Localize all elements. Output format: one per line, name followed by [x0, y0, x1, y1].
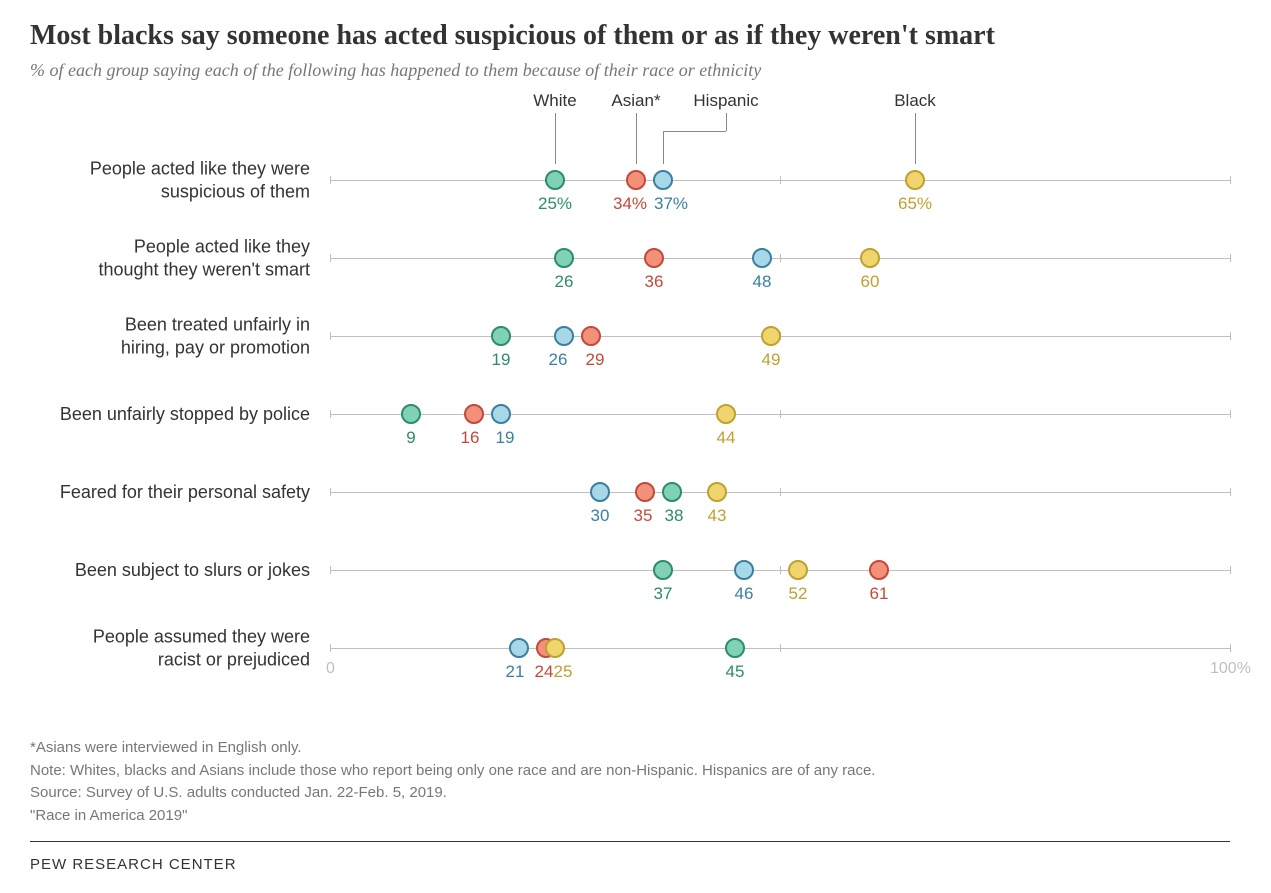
- dot-label-asian: 24: [535, 662, 554, 682]
- chart-row: Been subject to slurs or jokes 37 46 52 61: [30, 531, 1230, 609]
- dot-label-black: 52: [789, 584, 808, 604]
- dot-label-asian: 61: [870, 584, 889, 604]
- dot-white: [653, 560, 673, 580]
- dot-label-black: 44: [717, 428, 736, 448]
- axis-end-label: 100%: [1210, 660, 1251, 678]
- dot-label-white: 25%: [538, 194, 572, 214]
- dot-black: [707, 482, 727, 502]
- row-label: People assumed they wereracist or prejud…: [30, 626, 320, 671]
- dot-asian: [581, 326, 601, 346]
- chart-row: People acted like theythought they weren…: [30, 219, 1230, 297]
- dot-black: [860, 248, 880, 268]
- dot-label-hispanic: 48: [753, 272, 772, 292]
- legend-white: White: [533, 91, 576, 111]
- note-line: Source: Survey of U.S. adults conducted …: [30, 782, 1241, 805]
- dot-label-hispanic: 37%: [654, 194, 688, 214]
- dot-label-white: 9: [406, 428, 415, 448]
- chart-row: People assumed they wereracist or prejud…: [30, 609, 1230, 687]
- note-line: Note: Whites, blacks and Asians include …: [30, 760, 1241, 783]
- chart-row: Feared for their personal safety 30 35 38 43: [30, 453, 1230, 531]
- dot-hispanic: [590, 482, 610, 502]
- dot-asian: [626, 170, 646, 190]
- dot-hispanic: [653, 170, 673, 190]
- row-label: People acted like they weresuspicious of…: [30, 158, 320, 203]
- dot-hispanic: [752, 248, 772, 268]
- dot-label-asian: 16: [461, 428, 480, 448]
- dot-hispanic: [509, 638, 529, 658]
- dot-black: [545, 638, 565, 658]
- dot-label-white: 37: [654, 584, 673, 604]
- dot-hispanic: [554, 326, 574, 346]
- row-label: People acted like theythought they weren…: [30, 236, 320, 281]
- axis-start-label: 0: [326, 660, 335, 678]
- row-label: Been unfairly stopped by police: [30, 403, 320, 426]
- dot-black: [716, 404, 736, 424]
- dot-white: [725, 638, 745, 658]
- dot-white: [401, 404, 421, 424]
- note-line: "Race in America 2019": [30, 805, 1241, 828]
- dot-label-white: 19: [492, 350, 511, 370]
- dot-black: [905, 170, 925, 190]
- dot-label-asian: 36: [645, 272, 664, 292]
- dot-asian: [635, 482, 655, 502]
- dot-label-white: 38: [665, 506, 684, 526]
- dot-asian: [464, 404, 484, 424]
- dot-label-black: 25: [554, 662, 573, 682]
- chart-row: Been treated unfairly inhiring, pay or p…: [30, 297, 1230, 375]
- divider: [30, 841, 1230, 842]
- dot-white: [545, 170, 565, 190]
- legend-black: Black: [894, 91, 936, 111]
- chart-area: White Asian* Hispanic Black People acted lik…: [30, 91, 1230, 717]
- dot-label-asian: 29: [586, 350, 605, 370]
- chart-title: Most blacks say someone has acted suspic…: [30, 20, 1241, 52]
- dot-label-hispanic: 21: [506, 662, 525, 682]
- dot-label-black: 65%: [898, 194, 932, 214]
- dot-black: [761, 326, 781, 346]
- dot-label-black: 60: [861, 272, 880, 292]
- dot-label-hispanic: 30: [591, 506, 610, 526]
- legend-hispanic: Hispanic: [693, 91, 758, 111]
- chart-row: Been unfairly stopped by police 9 16 19 44: [30, 375, 1230, 453]
- dot-white: [662, 482, 682, 502]
- dot-label-black: 43: [708, 506, 727, 526]
- dot-hispanic: [734, 560, 754, 580]
- chart-subtitle: % of each group saying each of the follo…: [30, 60, 1241, 81]
- note-line: *Asians were interviewed in English only…: [30, 737, 1241, 760]
- row-label: Been treated unfairly inhiring, pay or p…: [30, 314, 320, 359]
- dot-label-hispanic: 26: [549, 350, 568, 370]
- dot-white: [491, 326, 511, 346]
- dot-label-asian: 35: [634, 506, 653, 526]
- row-label: Feared for their personal safety: [30, 481, 320, 504]
- row-label: Been subject to slurs or jokes: [30, 559, 320, 582]
- dot-asian: [869, 560, 889, 580]
- dot-label-asian: 34%: [613, 194, 647, 214]
- chart-row: People acted like they weresuspicious of…: [30, 141, 1230, 219]
- dot-label-white: 26: [555, 272, 574, 292]
- dot-label-white: 45: [726, 662, 745, 682]
- chart-notes: *Asians were interviewed in English only…: [30, 737, 1241, 827]
- dot-hispanic: [491, 404, 511, 424]
- footer-attribution: PEW RESEARCH CENTER: [30, 856, 1241, 873]
- dot-label-hispanic: 46: [735, 584, 754, 604]
- dot-black: [788, 560, 808, 580]
- dot-white: [554, 248, 574, 268]
- legend-asian: Asian*: [611, 91, 660, 111]
- dot-label-black: 49: [762, 350, 781, 370]
- dot-asian: [644, 248, 664, 268]
- dot-label-hispanic: 19: [496, 428, 515, 448]
